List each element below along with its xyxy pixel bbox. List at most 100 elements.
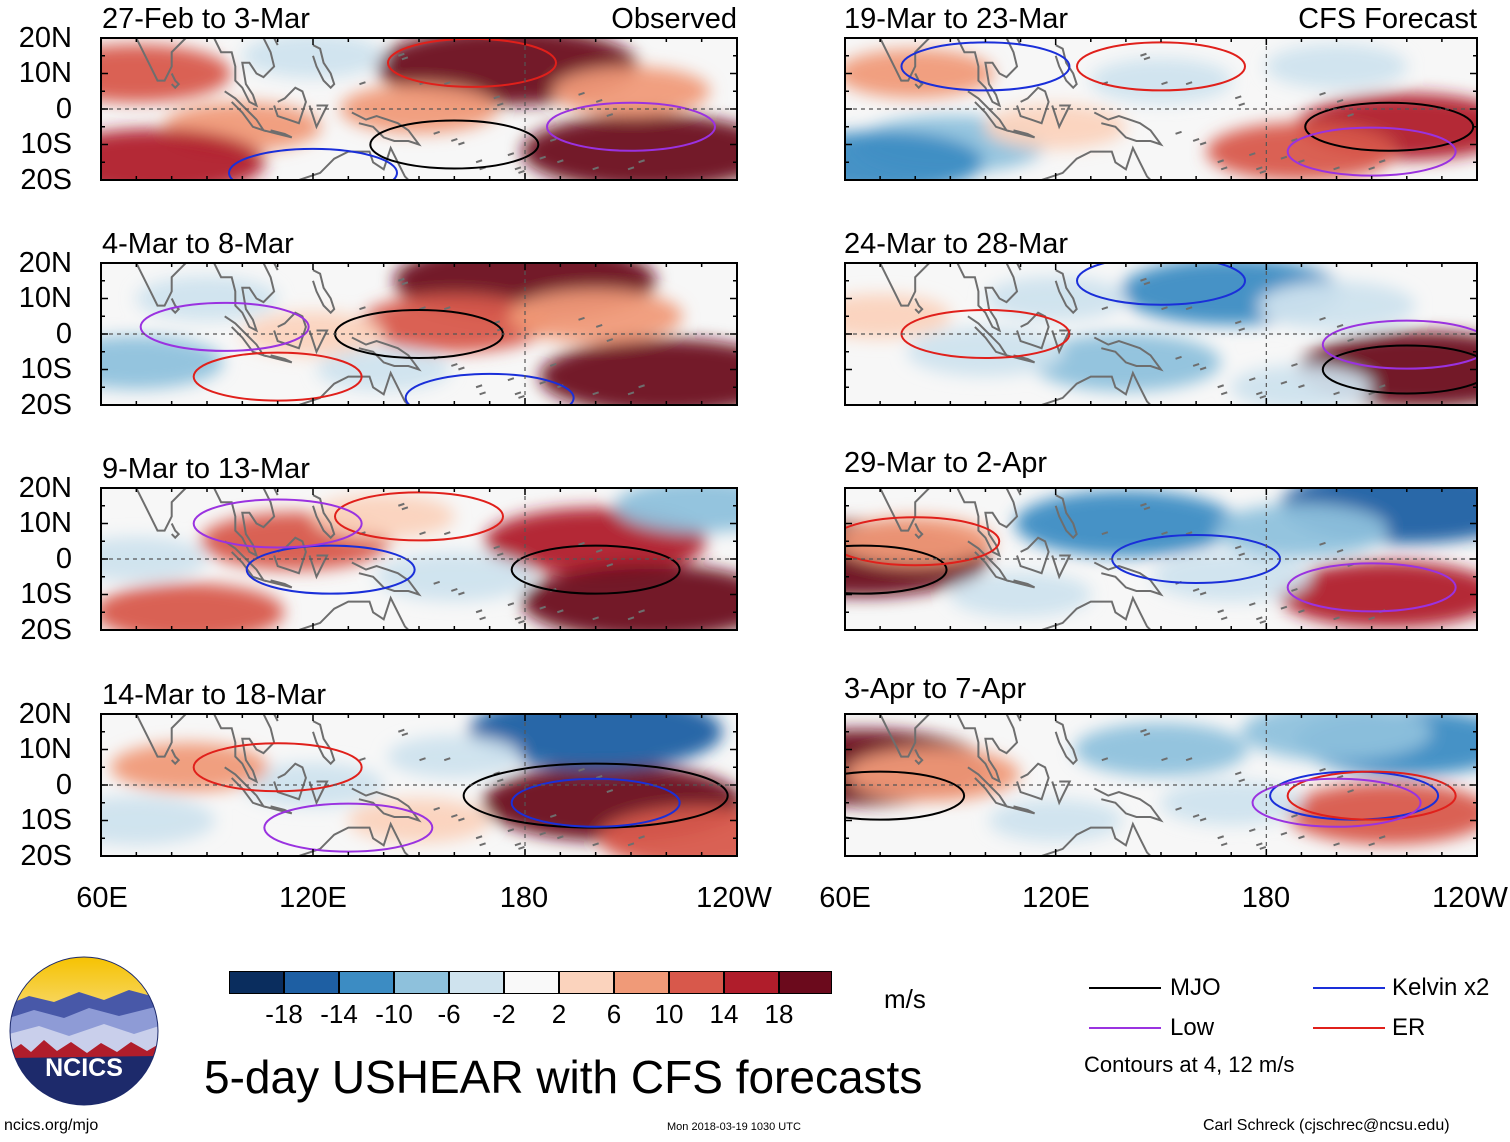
colorbar-box bbox=[339, 971, 394, 994]
island-mark bbox=[496, 552, 504, 557]
contour-layer bbox=[192, 742, 729, 853]
island-mark bbox=[443, 306, 451, 311]
island-mark bbox=[1192, 138, 1200, 142]
legend-line-mjo bbox=[1089, 987, 1161, 989]
coastline bbox=[263, 805, 293, 815]
island-mark bbox=[458, 591, 465, 596]
colorbar-box bbox=[614, 971, 669, 994]
coastline-layer bbox=[135, 263, 645, 405]
coastline bbox=[224, 540, 266, 583]
panel-1-tag: Observed bbox=[611, 3, 737, 35]
island-mark bbox=[475, 159, 483, 164]
coastline bbox=[273, 488, 279, 496]
legend-label-mjo: MJO bbox=[1170, 974, 1221, 1001]
coastline bbox=[956, 714, 1019, 784]
island-mark bbox=[1319, 316, 1326, 321]
island-mark bbox=[1255, 842, 1263, 847]
contour-low bbox=[546, 101, 716, 152]
coastline-layer bbox=[878, 714, 1386, 856]
map-area bbox=[101, 263, 737, 405]
shear-anomaly-mark bbox=[598, 807, 737, 856]
coastline bbox=[273, 311, 307, 350]
island-mark bbox=[475, 384, 483, 389]
island-mark bbox=[1217, 159, 1225, 164]
shear-anomaly-mark bbox=[101, 44, 232, 103]
tick-marks bbox=[844, 487, 1478, 631]
shear-anomaly-mark bbox=[101, 536, 208, 582]
shear-anomaly-mark bbox=[1206, 122, 1397, 180]
contour-low bbox=[1286, 562, 1457, 613]
panel-2-title: 4-Mar to 8-Mar bbox=[102, 228, 294, 260]
shear-fill-layer bbox=[845, 44, 1477, 180]
shear-anomaly-mark bbox=[110, 742, 269, 792]
colorbar-box bbox=[229, 971, 284, 994]
y-tick-label: 20N bbox=[18, 22, 72, 54]
shear-fill-layer bbox=[845, 714, 1477, 845]
island-mark bbox=[419, 531, 426, 536]
island-mark bbox=[398, 277, 405, 282]
island-mark bbox=[419, 757, 426, 762]
island-mark bbox=[539, 831, 546, 836]
island-mark bbox=[1333, 391, 1340, 396]
island-mark bbox=[1319, 541, 1326, 546]
coastline bbox=[878, 263, 958, 307]
y-tick-label: 10S bbox=[20, 804, 72, 836]
contour-er bbox=[334, 491, 504, 542]
colorbar-tick-label: -14 bbox=[320, 999, 358, 1029]
island-mark bbox=[1217, 835, 1225, 840]
contour-layer bbox=[192, 491, 681, 595]
island-mark bbox=[359, 306, 366, 311]
coastline bbox=[967, 540, 1009, 583]
island-mark bbox=[606, 113, 614, 118]
contour-kelvin bbox=[510, 777, 681, 828]
island-mark bbox=[1333, 842, 1340, 847]
shear-anomaly-mark bbox=[1214, 503, 1389, 558]
island-mark bbox=[1143, 281, 1151, 286]
coastline bbox=[213, 263, 276, 333]
shear-anomaly-mark bbox=[1074, 722, 1248, 777]
island-mark bbox=[493, 95, 501, 100]
panel-8 bbox=[844, 713, 1478, 857]
island-mark bbox=[1378, 835, 1386, 840]
island-mark bbox=[1336, 774, 1344, 779]
island-mark bbox=[451, 588, 458, 592]
footer-timestamp: Mon 2018-03-19 1030 UTC bbox=[667, 1121, 801, 1133]
tick-marks bbox=[100, 487, 738, 631]
island-mark bbox=[595, 548, 603, 553]
island-mark bbox=[1217, 384, 1225, 389]
contour-kelvin bbox=[228, 147, 398, 180]
island-mark bbox=[1161, 306, 1168, 311]
footer-url[interactable]: ncics.org/mjo bbox=[4, 1117, 99, 1134]
x-tick-label: 120E bbox=[279, 882, 347, 914]
figure-title: 5-day USHEAR with CFS forecasts bbox=[204, 1051, 923, 1103]
island-mark bbox=[496, 102, 504, 107]
island-mark bbox=[549, 814, 557, 818]
y-tick-label: 10N bbox=[18, 507, 72, 539]
map-area bbox=[845, 488, 1477, 630]
coastline bbox=[967, 315, 1009, 358]
coastline bbox=[170, 523, 181, 540]
island-mark bbox=[1199, 141, 1207, 146]
coastline bbox=[1040, 821, 1152, 856]
island-mark bbox=[557, 159, 564, 164]
tick-marks bbox=[100, 37, 738, 181]
shear-anomaly-mark bbox=[1090, 58, 1232, 103]
colorbar-tick-label: -10 bbox=[375, 999, 413, 1029]
island-mark bbox=[595, 774, 603, 779]
coastline bbox=[308, 104, 329, 130]
island-mark bbox=[1175, 130, 1182, 135]
shear-fill-layer bbox=[101, 38, 737, 180]
island-mark bbox=[1248, 828, 1256, 833]
logo-text: NCICS bbox=[45, 1054, 123, 1082]
x-tick-label: 180 bbox=[1241, 882, 1291, 914]
coastline bbox=[1016, 86, 1050, 125]
island-mark bbox=[578, 541, 585, 546]
shear-anomaly-mark bbox=[521, 563, 737, 630]
legend-line-er bbox=[1313, 1027, 1385, 1029]
island-mark bbox=[1238, 778, 1246, 783]
shear-anomaly-mark bbox=[1257, 281, 1416, 331]
tick-marks bbox=[844, 37, 1478, 181]
colorbar-box bbox=[449, 971, 504, 994]
shear-anomaly-mark bbox=[521, 113, 737, 180]
panel-5 bbox=[844, 37, 1478, 181]
